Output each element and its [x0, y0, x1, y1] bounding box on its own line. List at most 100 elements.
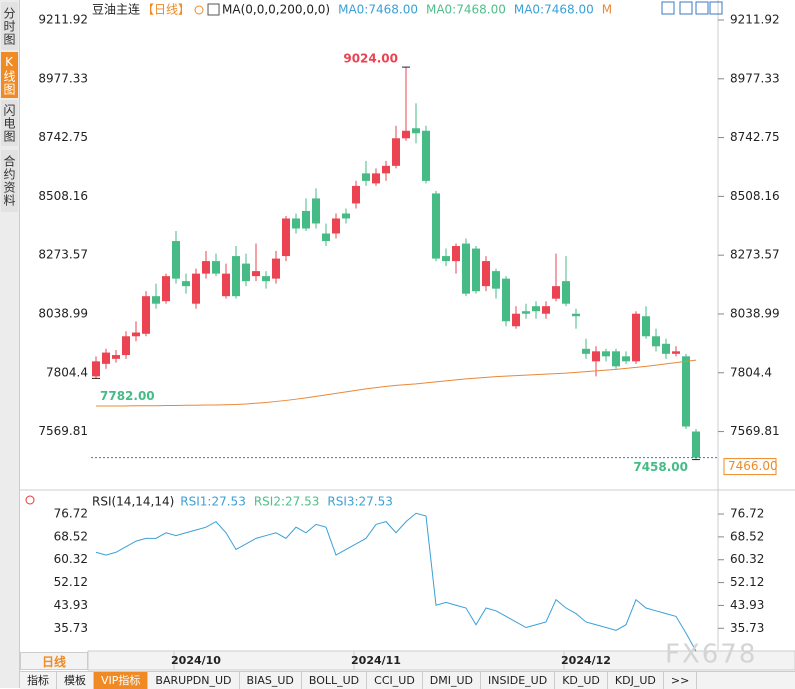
legend-item: MA0:7468.00 — [514, 3, 594, 17]
y-tick-label: 8038.99 — [730, 306, 780, 320]
candle-body — [142, 296, 150, 334]
indicator-tab[interactable]: KDJ_UD — [608, 672, 664, 689]
candle-body — [182, 281, 190, 287]
annotation-label: 9024.00 — [343, 52, 398, 66]
candle-body — [332, 218, 340, 234]
candle-body — [252, 271, 260, 277]
indicator-tab[interactable]: VIP指标 — [94, 672, 149, 689]
y-tick-label: 68.52 — [54, 529, 88, 543]
settings-icon[interactable] — [25, 495, 35, 505]
legend-item: MA0:7468.00 — [426, 3, 506, 17]
candle-body — [512, 313, 520, 327]
candle-body — [562, 281, 570, 304]
indicator-tab[interactable]: KD_UD — [555, 672, 608, 689]
legend-item: RSI2:27.53 — [254, 495, 320, 509]
indicator-icon — [207, 3, 220, 16]
annotation-label: 7782.00 — [100, 389, 155, 403]
legend-item: M — [602, 3, 612, 17]
candle-body — [302, 210, 310, 229]
candle-body — [92, 361, 100, 377]
candle-body — [122, 336, 130, 356]
candle-body — [392, 138, 400, 166]
candle-body — [202, 261, 210, 274]
indicator-tab[interactable]: CCI_UD — [367, 672, 423, 689]
y-tick-label: 68.52 — [730, 529, 764, 543]
candle-body — [282, 218, 290, 257]
y-tick-label: 8273.57 — [38, 248, 88, 262]
sidebar-tab[interactable]: 合约资料 — [1, 150, 18, 212]
legend-item: RSI1:27.53 — [180, 495, 246, 509]
watermark: FX678 — [665, 640, 757, 670]
y-tick-label: 43.93 — [730, 598, 764, 612]
annotation-label: 7458.00 — [633, 460, 688, 474]
candle-body — [582, 348, 590, 354]
x-tick-label: 2024/11 — [351, 654, 401, 667]
y-tick-label: 8038.99 — [38, 306, 88, 320]
legend-item: MA0:7468.00 — [338, 3, 418, 17]
candle-body — [212, 261, 220, 274]
sidebar-tab[interactable]: K线图 — [1, 52, 18, 98]
candle-body — [242, 263, 250, 282]
y-tick-label: 8742.75 — [38, 130, 88, 144]
sidebar: 分时图 K线图闪电图合约资料 — [0, 0, 20, 688]
y-tick-label: 8977.33 — [730, 71, 780, 85]
y-tick-label: 52.12 — [54, 575, 88, 589]
x-tick-label: 2024/12 — [561, 654, 611, 667]
candle-body — [432, 193, 440, 259]
y-tick-label: 8508.16 — [730, 189, 780, 203]
y-tick-label: 7804.4 — [730, 365, 772, 379]
candle-body — [472, 248, 480, 292]
y-tick-label: 8742.75 — [730, 130, 780, 144]
y-tick-label: 9211.92 — [38, 13, 88, 27]
candle-body — [272, 258, 280, 279]
indicator-tabs: 指标 模板 VIP指标 BARUPDN_UD BIAS_UD BOLL_UD CCI_UD D… — [20, 671, 795, 689]
pan-icon[interactable] — [695, 1, 709, 15]
zoom-icon[interactable] — [679, 1, 693, 15]
candle-body — [452, 246, 460, 262]
indicator-tab[interactable]: DMI_UD — [423, 672, 482, 689]
candle-body — [602, 351, 610, 357]
y-tick-label: 8273.57 — [730, 248, 780, 262]
indicator-tab[interactable]: >> — [664, 672, 698, 689]
indicator-tab[interactable]: 模板 — [57, 672, 94, 689]
indicator-tab[interactable]: BOLL_UD — [302, 672, 368, 689]
indicator-tab[interactable]: INSIDE_UD — [481, 672, 556, 689]
period-label: 【日线】 — [142, 3, 190, 17]
indicator-tab[interactable]: BIAS_UD — [240, 672, 302, 689]
y-tick-label: 8508.16 — [38, 189, 88, 203]
candle-body — [662, 343, 670, 354]
y-tick-label: 7569.81 — [38, 424, 88, 438]
candle-body — [682, 356, 690, 427]
y-tick-label: 7804.4 — [46, 365, 88, 379]
x-tick-label: 2024/10 — [171, 654, 221, 667]
candle-body — [402, 130, 410, 139]
date-axis — [87, 650, 795, 671]
candle-body — [192, 273, 200, 304]
candle-body — [262, 276, 270, 282]
chart-title: 豆油主连 — [92, 2, 140, 17]
y-tick-label: 7569.81 — [730, 424, 780, 438]
candle-body — [112, 355, 120, 359]
zoom-icon[interactable] — [661, 1, 675, 15]
pan-icon[interactable] — [709, 1, 723, 15]
y-tick-label: 60.32 — [54, 552, 88, 566]
indicator-label: MA(0,0,0,200,0,0) — [222, 3, 330, 17]
candle-body — [492, 271, 500, 289]
candle-body — [482, 261, 490, 287]
candle-body — [172, 241, 180, 279]
period-button[interactable]: 日线 — [20, 652, 88, 670]
candle-body — [642, 316, 650, 337]
ma-line — [96, 359, 697, 407]
candle-body — [442, 256, 450, 262]
candle-body — [502, 278, 510, 322]
candle-body — [632, 313, 640, 362]
candle-body — [102, 352, 110, 364]
indicator-tab[interactable]: 指标 — [20, 672, 57, 689]
candle-body — [542, 306, 550, 314]
sidebar-tab[interactable]: 分时图 — [1, 2, 18, 50]
candle-body — [342, 213, 350, 219]
indicator-tab[interactable]: BARUPDN_UD — [148, 672, 240, 689]
sidebar-tab[interactable]: 闪电图 — [1, 100, 18, 146]
